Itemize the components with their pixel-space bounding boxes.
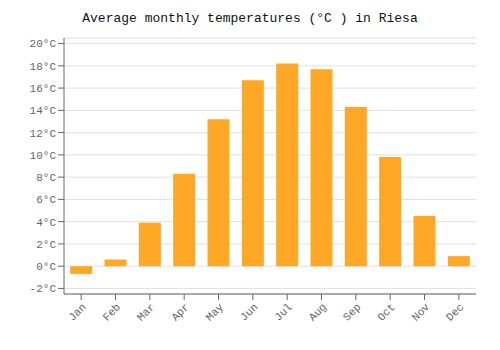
svg-text:Nov: Nov: [410, 301, 433, 324]
svg-text:Dec: Dec: [444, 301, 466, 323]
svg-text:-2°C: -2°C: [30, 283, 57, 295]
svg-text:Jun: Jun: [238, 301, 260, 323]
svg-text:Aug: Aug: [307, 301, 329, 323]
svg-text:Feb: Feb: [101, 301, 123, 323]
svg-text:20°C: 20°C: [30, 38, 57, 50]
svg-text:Mar: Mar: [135, 301, 157, 323]
svg-text:Jul: Jul: [272, 301, 294, 323]
svg-text:16°C: 16°C: [30, 83, 57, 95]
svg-text:Oct: Oct: [375, 301, 397, 323]
svg-text:18°C: 18°C: [30, 61, 57, 73]
svg-text:14°C: 14°C: [30, 105, 57, 117]
svg-text:12°C: 12°C: [30, 128, 57, 140]
svg-text:Apr: Apr: [169, 301, 191, 323]
svg-text:Jan: Jan: [66, 301, 88, 323]
svg-text:4°C: 4°C: [36, 217, 56, 229]
svg-text:Sep: Sep: [341, 301, 363, 323]
svg-text:May: May: [204, 301, 227, 324]
svg-text:6°C: 6°C: [36, 194, 56, 206]
html-text:Average monthly temperatures (: Average monthly temperatures (°C ) in Ri…: [82, 11, 418, 26]
svg-text:8°C: 8°C: [36, 172, 56, 184]
svg-text:0°C: 0°C: [36, 261, 56, 273]
svg-text:2°C: 2°C: [36, 239, 56, 251]
svg-text:10°C: 10°C: [30, 150, 57, 162]
